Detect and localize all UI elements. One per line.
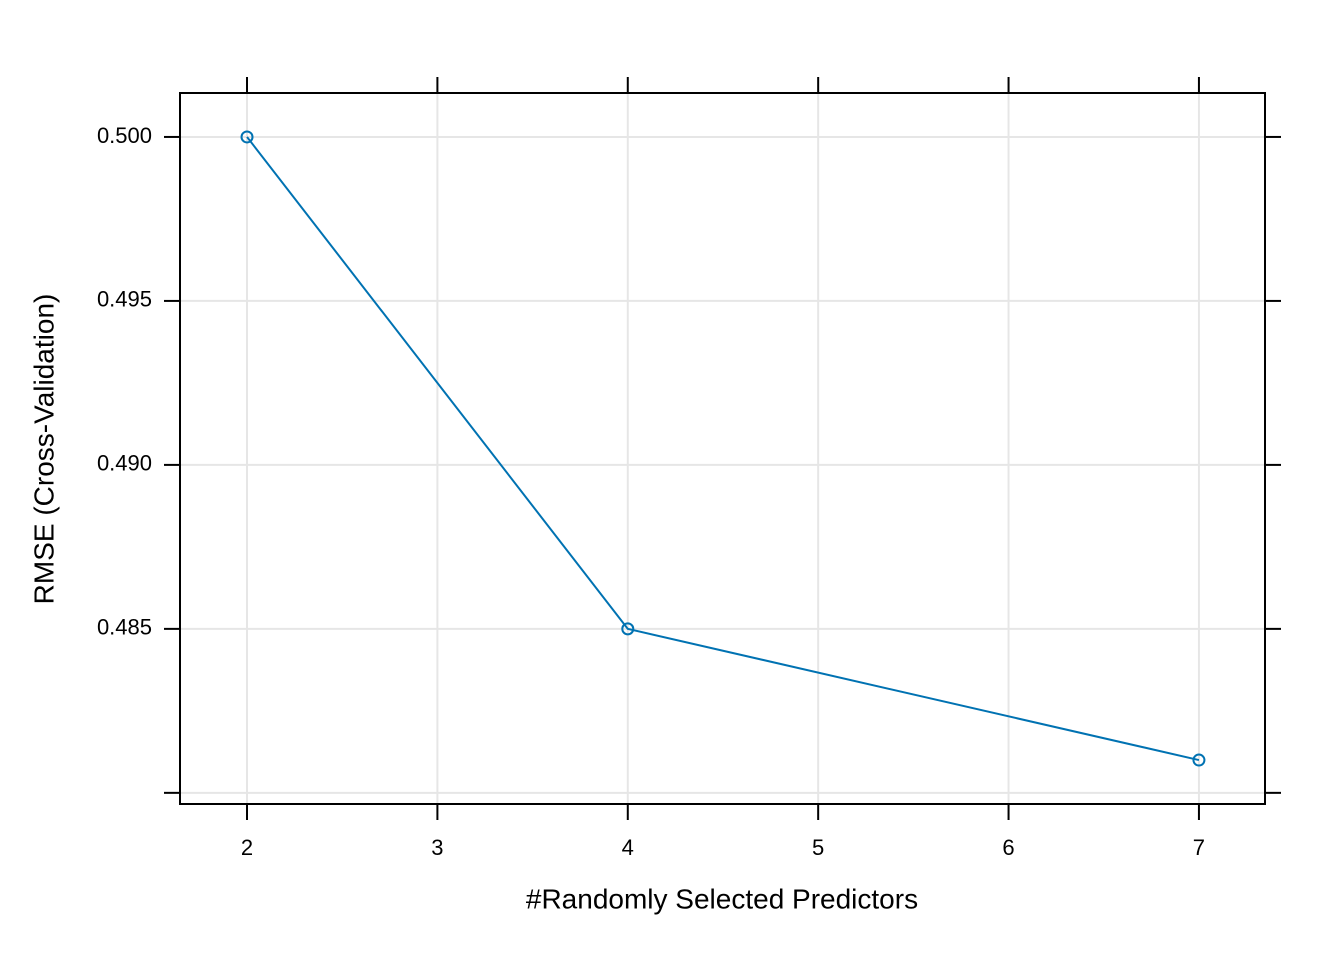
y-axis-label: RMSE (Cross-Validation): [28, 294, 59, 605]
point: [621, 622, 635, 636]
line: [246, 136, 1200, 762]
y-tick-label: 0.490: [97, 451, 152, 476]
x-tick-label: 4: [622, 835, 634, 860]
x-tick-label: 3: [431, 835, 443, 860]
point: [1192, 753, 1206, 767]
y-tick-label: 0.485: [97, 615, 152, 640]
point: [240, 130, 254, 144]
x-tick-label: 2: [241, 835, 253, 860]
x-tick-label: 6: [1002, 835, 1014, 860]
y-tick-label: 0.495: [97, 287, 152, 312]
plot-frame: [179, 92, 1266, 805]
x-tick-label: 7: [1193, 835, 1205, 860]
x-axis-label: #Randomly Selected Predictors: [526, 883, 918, 914]
y-tick-label: 0.500: [97, 123, 152, 148]
x-tick-label: 5: [812, 835, 824, 860]
